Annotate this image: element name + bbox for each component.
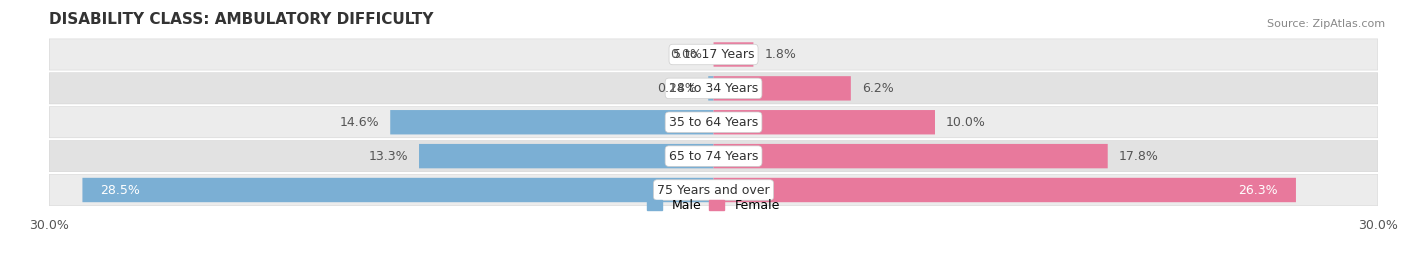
Text: 14.6%: 14.6% [339,116,380,129]
Text: 28.5%: 28.5% [100,184,141,196]
FancyBboxPatch shape [49,140,1378,172]
FancyBboxPatch shape [713,76,851,100]
FancyBboxPatch shape [709,76,713,100]
Text: 35 to 64 Years: 35 to 64 Years [669,116,758,129]
Text: 18 to 34 Years: 18 to 34 Years [669,82,758,95]
Text: 0.0%: 0.0% [671,48,703,61]
Text: 1.8%: 1.8% [765,48,796,61]
Text: 6.2%: 6.2% [862,82,894,95]
Legend: Male, Female: Male, Female [643,194,785,217]
FancyBboxPatch shape [419,144,713,168]
FancyBboxPatch shape [49,39,1378,70]
Text: 0.24%: 0.24% [658,82,697,95]
FancyBboxPatch shape [713,110,935,135]
Text: 5 to 17 Years: 5 to 17 Years [673,48,754,61]
FancyBboxPatch shape [713,42,754,67]
FancyBboxPatch shape [83,178,713,202]
Text: DISABILITY CLASS: AMBULATORY DIFFICULTY: DISABILITY CLASS: AMBULATORY DIFFICULTY [49,12,433,27]
FancyBboxPatch shape [713,178,1296,202]
Text: 65 to 74 Years: 65 to 74 Years [669,150,758,163]
Text: 13.3%: 13.3% [368,150,408,163]
Text: 26.3%: 26.3% [1239,184,1278,196]
FancyBboxPatch shape [49,174,1378,206]
FancyBboxPatch shape [49,107,1378,138]
Text: 17.8%: 17.8% [1119,150,1159,163]
FancyBboxPatch shape [713,144,1108,168]
Text: Source: ZipAtlas.com: Source: ZipAtlas.com [1267,19,1385,29]
Text: 10.0%: 10.0% [946,116,986,129]
Text: 75 Years and over: 75 Years and over [657,184,770,196]
FancyBboxPatch shape [49,73,1378,104]
FancyBboxPatch shape [391,110,713,135]
